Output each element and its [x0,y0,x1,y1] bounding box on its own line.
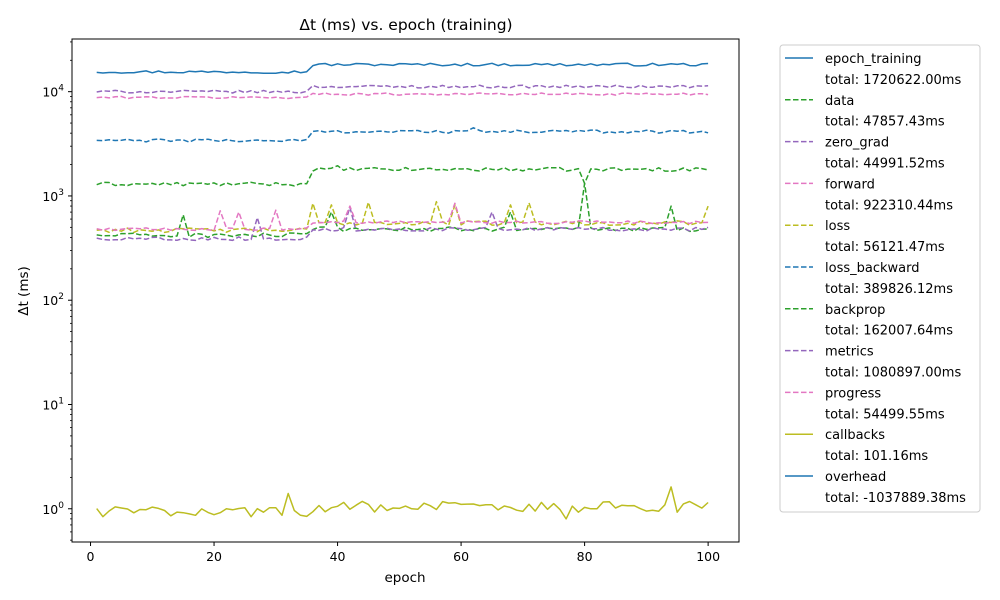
series-line-epoch-training [96,62,709,74]
legend-total: total: 389826.12ms [825,282,953,297]
series-line-data [96,164,709,187]
series-line-loss-backward [96,127,709,143]
legend-label: loss_backward [825,261,919,276]
x-tick-label: 60 [453,549,469,564]
y-tick-label: 104 [42,84,64,100]
legend: epoch_training total: 1720622.00ms data tot… [779,44,981,513]
legend-total: total: 44991.52ms [825,157,945,172]
legend-label: zero_grad [825,136,889,151]
legend-label: callbacks [825,428,885,443]
series-line-zero-grad [96,84,709,94]
x-tick-label: 20 [206,549,222,564]
y-tick-label: 102 [42,292,64,308]
legend-total: total: 922310.44ms [825,198,953,213]
y-axis-label: Δt (ms) [16,266,32,316]
legend-label: progress [825,386,881,401]
series-line-forward [96,92,709,100]
series-line-backprop [96,182,709,239]
legend-label: metrics [825,345,874,360]
legend-label: overhead [825,470,886,485]
x-tick-label: 80 [577,549,593,564]
legend-total: total: 162007.64ms [825,324,953,339]
series-line-metrics [96,206,709,242]
legend-frame [779,44,981,513]
legend-total: total: 101.16ms [825,449,928,464]
legend-total: total: 56121.47ms [825,240,945,255]
legend-label: epoch_training [825,52,921,67]
legend-total: total: 47857.43ms [825,115,945,130]
x-tick-label: 40 [330,549,346,564]
series-line-callbacks [96,486,709,520]
chart-title: Δt (ms) vs. epoch (training) [299,16,512,34]
axes-frame [71,38,740,543]
y-tick-label: 100 [42,501,64,517]
series-line-progress [96,202,709,232]
x-tick-label: 100 [696,549,720,564]
y-tick-label: 101 [42,396,64,412]
plot-area [96,62,709,520]
legend-total: total: 1720622.00ms [825,73,961,88]
legend-total: total: 54499.55ms [825,407,945,422]
x-axis: 0 20 40 60 80 100 [87,542,720,564]
y-axis: 100 101 102 103 104 [42,41,72,541]
legend-label: loss [825,219,850,234]
legend-total: total: 1080897.00ms [825,366,961,381]
legend-label: backprop [825,303,885,318]
legend-label: data [825,94,854,109]
legend-label: forward [825,177,875,192]
y-tick-label: 103 [42,188,64,204]
x-tick-label: 0 [87,549,95,564]
x-axis-label: epoch [384,570,425,586]
legend-total: total: -1037889.38ms [825,491,966,506]
